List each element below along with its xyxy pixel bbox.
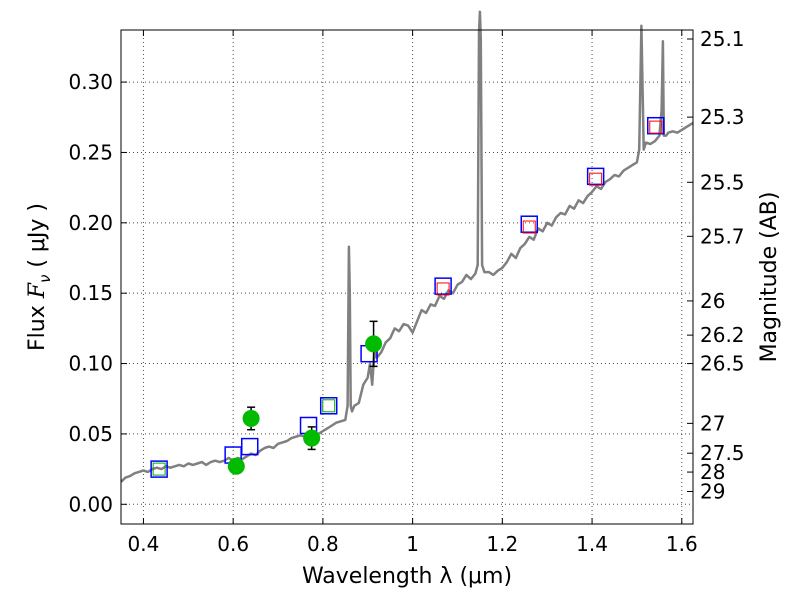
blue-square-marker <box>586 167 605 186</box>
x-tick-label: 0.8 <box>307 532 339 556</box>
right-axis-tick-label: 25.1 <box>700 27 745 51</box>
y-tick-label: 0.15 <box>68 281 113 305</box>
red-square-marker <box>522 220 536 234</box>
blue-square-marker <box>434 277 452 295</box>
red-square-marker <box>436 282 450 296</box>
y-tick-label: 0.30 <box>68 70 113 94</box>
green-circle-marker <box>227 457 245 475</box>
blue-square-marker <box>647 116 665 135</box>
y-tick-label: 0.00 <box>68 492 113 516</box>
y-tick-label: 0.25 <box>68 140 113 164</box>
right-axis-tick-label: 26 <box>700 289 725 313</box>
x-tick-label: 1.4 <box>576 532 608 556</box>
x-axis-label: Wavelength λ (μm) <box>302 564 512 589</box>
red-square-marker <box>589 172 603 186</box>
green-square-marker <box>152 462 166 476</box>
blue-square-marker <box>319 397 338 415</box>
x-tick-label: 0.6 <box>217 532 249 556</box>
axis-ticks: 0.4 0.6 0.8 1 1.2 1.4 1.6 0.00 0.05 0.10 0.15 0.20 0… <box>68 27 744 556</box>
green-square-marker <box>322 399 336 413</box>
points-layer <box>150 116 665 478</box>
x-tick-label: 1.6 <box>666 532 698 556</box>
red-square-marker <box>649 120 663 134</box>
right-axis-tick-label: 26.2 <box>700 323 745 347</box>
right-axis-tick-label: 28 <box>700 460 725 484</box>
x-tick-label: 1 <box>406 532 419 556</box>
plot-area <box>121 30 693 524</box>
right-axis-tick-label: 27.5 <box>700 441 745 465</box>
right-axis-tick-label: 25.3 <box>700 105 745 129</box>
right-axis-label: Magnitude (AB) <box>757 192 782 363</box>
green-circle-marker <box>303 429 321 447</box>
y-tick-label: 0.10 <box>68 352 113 376</box>
y-axis-label-unit: ( μJy ) <box>25 203 50 275</box>
spectrum-layer <box>120 10 694 483</box>
y-tick-label: 0.20 <box>68 211 113 235</box>
right-axis-tick-label: 27 <box>700 411 725 435</box>
blue-square-marker <box>241 437 259 456</box>
y-axis-label-symbol: F <box>25 282 50 299</box>
blue-square-marker <box>520 215 539 233</box>
green-circle-marker <box>242 409 260 427</box>
spectrum-line <box>120 10 694 483</box>
y-tick-label: 0.05 <box>68 422 113 446</box>
y-axis-label-prefix: Flux <box>25 298 50 351</box>
grid <box>121 30 693 524</box>
right-axis-tick-label: 25.5 <box>700 170 745 194</box>
x-tick-label: 0.4 <box>128 532 160 556</box>
y-axis-label-subscript: ν <box>36 275 54 283</box>
plot-frame <box>120 29 694 525</box>
y-axis-label: Flux Fν ( μJy ) <box>25 203 54 351</box>
green-circle-marker <box>365 335 383 353</box>
right-axis-tick-label: 29 <box>700 479 725 503</box>
x-tick-label: 1.2 <box>486 532 518 556</box>
blue-square-marker <box>150 460 168 478</box>
right-axis-tick-label: 26.5 <box>700 352 745 376</box>
right-axis-tick-label: 25.7 <box>700 224 745 248</box>
